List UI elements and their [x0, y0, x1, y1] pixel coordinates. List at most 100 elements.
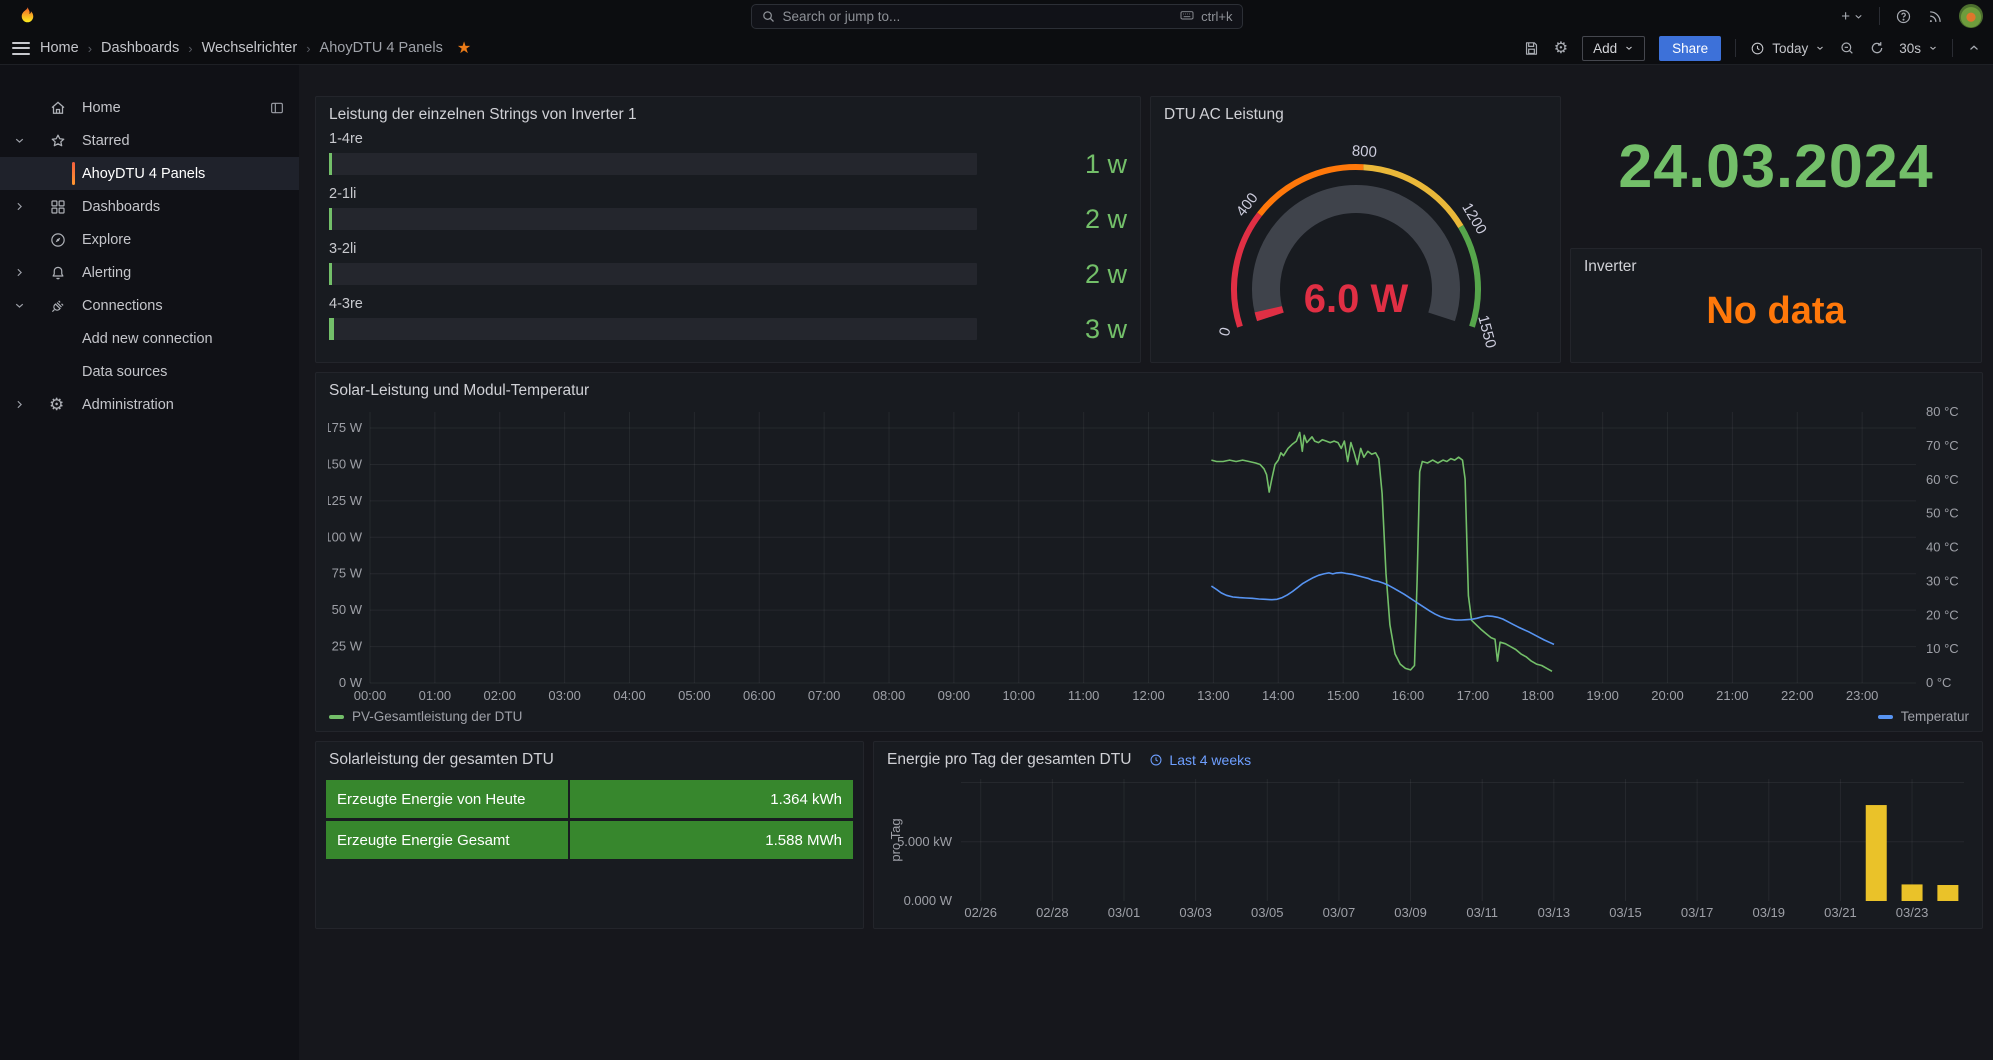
chevron-right-icon[interactable] — [13, 266, 27, 279]
bar-gauge-fill — [329, 318, 334, 340]
chevron-down-icon[interactable] — [13, 299, 27, 312]
sidebar-item-ahoydtu-4-panels[interactable]: AhoyDTU 4 Panels — [0, 157, 299, 190]
menu-toggle-icon[interactable] — [12, 42, 30, 55]
panel-date: 24.03.2024 — [1570, 96, 1982, 236]
panel-title[interactable]: DTU AC Leistung — [1151, 97, 1560, 128]
svg-text:03/05: 03/05 — [1251, 905, 1284, 920]
chevron-right-icon[interactable] — [13, 200, 27, 213]
time-range-override-label: Last 4 weeks — [1169, 752, 1251, 768]
svg-text:03:00: 03:00 — [548, 688, 581, 703]
refresh-interval-picker[interactable]: 30s — [1899, 41, 1938, 56]
svg-text:40 °C: 40 °C — [1926, 540, 1959, 555]
svg-text:150 W: 150 W — [328, 456, 363, 471]
share-button[interactable]: Share — [1659, 36, 1721, 61]
svg-text:50 W: 50 W — [332, 602, 363, 617]
panel-gauge: DTU AC Leistung 0400800120015506.0 W — [1150, 96, 1561, 363]
panel-inverter: Inverter No data — [1570, 248, 1982, 363]
sidebar-item-home[interactable]: Home — [0, 91, 299, 124]
panel-title[interactable]: Solarleistung der gesamten DTU — [316, 742, 863, 773]
sidebar-item-explore[interactable]: Explore — [0, 223, 299, 256]
chevron-down-icon — [1928, 43, 1938, 53]
search-input[interactable]: Search or jump to... ctrl+k — [751, 4, 1243, 29]
breadcrumb-item[interactable]: Dashboards — [101, 40, 179, 56]
sidebar-item-starred[interactable]: Starred — [0, 124, 299, 157]
dashboard-toolbar: ⚙ Add Share Today 30s — [1523, 36, 1981, 61]
new-menu-button[interactable]: + — [1841, 8, 1864, 25]
chevron-down-icon[interactable] — [13, 134, 27, 147]
add-label: Add — [1593, 41, 1617, 56]
zoom-out-icon[interactable] — [1839, 40, 1855, 56]
news-icon[interactable] — [1927, 8, 1944, 25]
sidebar-item-alerting[interactable]: Alerting — [0, 256, 299, 289]
sidebar-item-add-new-connection[interactable]: Add new connection — [0, 322, 299, 355]
table-row: Erzeugte Energie Gesamt1.588 MWh — [326, 821, 853, 859]
svg-text:00:00: 00:00 — [354, 688, 387, 703]
collapse-toolbar-icon[interactable] — [1967, 41, 1981, 55]
sidebar-item-data-sources[interactable]: Data sources — [0, 355, 299, 388]
bar-gauge-row: 1-4re1 w — [329, 131, 1127, 175]
bell-icon — [49, 264, 68, 282]
panel-title[interactable]: Inverter — [1571, 249, 1981, 280]
sidebar-item-label: Home — [82, 100, 121, 116]
breadcrumb-item[interactable]: Wechselrichter — [202, 40, 298, 56]
search-placeholder: Search or jump to... — [783, 9, 901, 24]
svg-text:03/13: 03/13 — [1538, 905, 1571, 920]
svg-text:75 W: 75 W — [332, 566, 363, 581]
table-cell-label: Erzeugte Energie von Heute — [326, 780, 568, 818]
topnav-actions: + — [1841, 4, 1983, 28]
svg-text:03/21: 03/21 — [1824, 905, 1857, 920]
sidebar-item-administration[interactable]: ⚙Administration — [0, 388, 299, 421]
time-range-label: Today — [1772, 41, 1808, 56]
favorite-star-icon[interactable]: ★ — [457, 38, 471, 58]
save-dashboard-icon[interactable] — [1523, 40, 1540, 57]
svg-text:02/28: 02/28 — [1036, 905, 1069, 920]
bar-gauge-fill — [329, 263, 332, 285]
legend-item[interactable]: PV-Gesamtleistung der DTU — [329, 709, 522, 724]
svg-text:02:00: 02:00 — [483, 688, 516, 703]
dashboard-settings-icon[interactable]: ⚙ — [1554, 38, 1568, 58]
svg-text:03/03: 03/03 — [1179, 905, 1212, 920]
svg-text:05:00: 05:00 — [678, 688, 711, 703]
add-panel-button[interactable]: Add — [1582, 36, 1645, 61]
bar-gauge-track — [329, 153, 977, 175]
svg-text:6.0 W: 6.0 W — [1304, 277, 1409, 321]
cog-icon: ⚙ — [49, 396, 68, 413]
grafana-logo[interactable] — [16, 4, 40, 28]
sidebar-item-dashboards[interactable]: Dashboards — [0, 190, 299, 223]
refresh-icon[interactable] — [1869, 40, 1885, 56]
search-icon — [761, 9, 776, 24]
bar-gauge-value: 2 w — [977, 263, 1127, 285]
sidebar-item-connections[interactable]: Connections — [0, 289, 299, 322]
svg-text:01:00: 01:00 — [419, 688, 452, 703]
sidebar-item-label: Data sources — [82, 364, 167, 380]
svg-text:175 W: 175 W — [328, 420, 363, 435]
divider — [1879, 7, 1880, 25]
chevron-right-icon[interactable] — [13, 398, 27, 411]
svg-text:125 W: 125 W — [328, 493, 363, 508]
dock-sidebar-icon[interactable] — [269, 100, 285, 116]
svg-text:10 °C: 10 °C — [1926, 641, 1959, 656]
svg-text:30 °C: 30 °C — [1926, 573, 1959, 588]
bar-gauge-track — [329, 208, 977, 230]
divider — [1952, 39, 1953, 57]
panel-table: Solarleistung der gesamten DTU Erzeugte … — [315, 741, 864, 929]
legend-item[interactable]: Temperatur — [1878, 709, 1969, 724]
sidebar-item-label: Alerting — [82, 265, 131, 281]
panel-title[interactable]: Leistung der einzelnen Strings von Inver… — [316, 97, 1140, 128]
panel-title[interactable]: Solar-Leistung und Modul-Temperatur — [316, 373, 1982, 404]
timeseries-chart: 00:0001:0002:0003:0004:0005:0006:0007:00… — [328, 404, 1970, 711]
panel-title[interactable]: Energie pro Tag der gesamten DTU — [887, 751, 1131, 769]
avatar[interactable] — [1959, 4, 1983, 28]
svg-text:60 °C: 60 °C — [1926, 472, 1959, 487]
time-range-picker[interactable]: Today — [1750, 41, 1825, 56]
breadcrumb-item[interactable]: AhoyDTU 4 Panels — [320, 40, 443, 56]
bar-gauge-row: 2-1li2 w — [329, 186, 1127, 230]
chart-legend: PV-Gesamtleistung der DTU Temperatur — [329, 709, 1969, 724]
panel-time-range-link[interactable]: Last 4 weeks — [1149, 752, 1251, 768]
breadcrumb-item[interactable]: Home — [40, 40, 79, 56]
svg-text:17:00: 17:00 — [1457, 688, 1490, 703]
help-icon[interactable] — [1895, 8, 1912, 25]
svg-text:0: 0 — [1216, 326, 1235, 338]
breadcrumb-bar: Home›Dashboards›Wechselrichter›AhoyDTU 4… — [0, 32, 1993, 65]
svg-text:16:00: 16:00 — [1392, 688, 1425, 703]
